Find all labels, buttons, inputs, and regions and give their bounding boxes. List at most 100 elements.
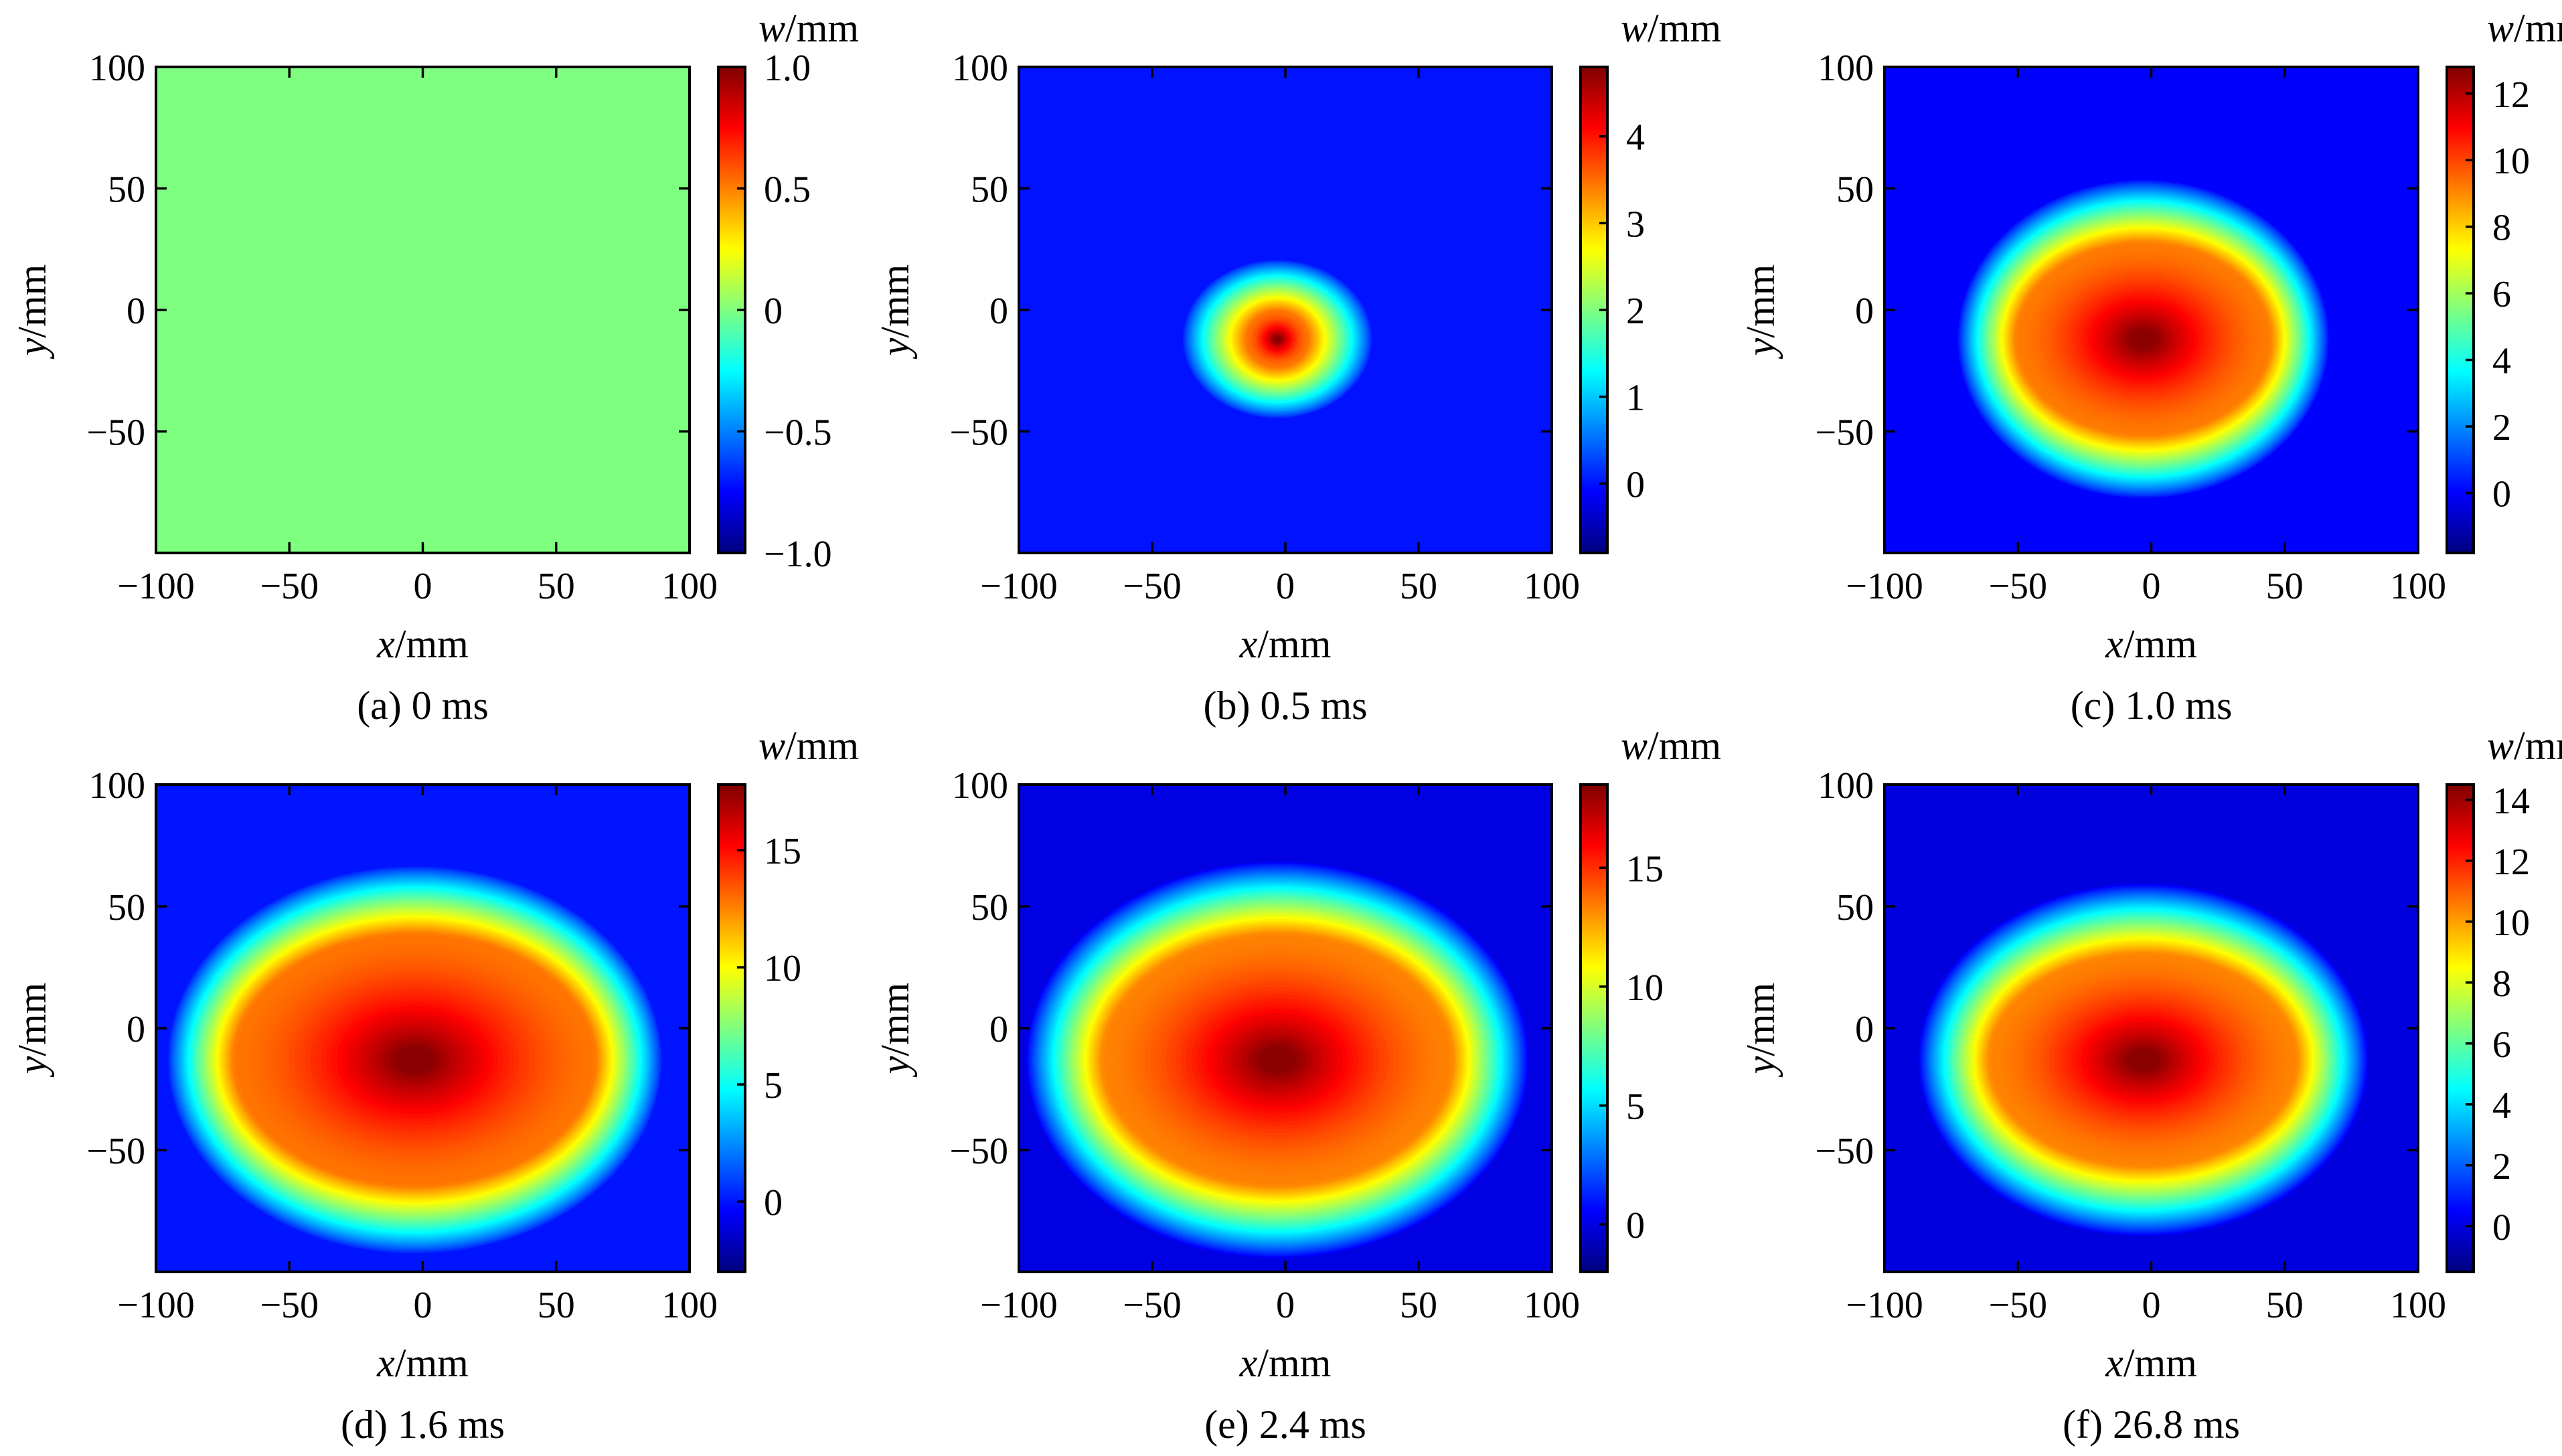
colorbar-frame: [717, 783, 746, 1273]
colorbar-label-var: w: [1621, 6, 1648, 50]
colorbar-tick-label: 4: [2492, 1085, 2511, 1127]
y-axis-label: y/mm: [873, 983, 917, 1078]
colorbar-frame: [2446, 783, 2475, 1273]
y-axis-label-unit: /mm: [873, 983, 917, 1056]
colorbar-label: w/mm: [1621, 6, 1721, 50]
y-tick-label: 0: [1855, 1009, 1874, 1050]
x-tick-label: −100: [980, 566, 1058, 607]
x-tick-label: −50: [260, 1285, 319, 1326]
y-tick-label: 0: [1855, 291, 1874, 332]
y-tick-label: −50: [86, 1131, 145, 1172]
x-tick-label: −100: [117, 566, 195, 607]
colorbar-tick-label: −1.0: [764, 534, 832, 575]
colorbar-label-unit: /mm: [2514, 724, 2562, 768]
colorbar-label-var: w: [758, 724, 785, 768]
x-tick-label: 0: [1276, 1285, 1295, 1326]
x-axis-label-unit: /mm: [395, 622, 469, 666]
x-axis-label-var: x: [1239, 1341, 1258, 1385]
x-tick-label: −100: [980, 1285, 1058, 1326]
x-tick-label: 100: [1524, 1285, 1580, 1326]
colorbar-tick-label: 5: [1626, 1086, 1645, 1127]
x-tick-label: −50: [260, 566, 319, 607]
y-axis-label-unit: /mm: [10, 983, 54, 1056]
y-axis-label: y/mm: [1739, 264, 1783, 360]
y-tick-label: −50: [86, 412, 145, 454]
colorbar-tick-label: 1.0: [764, 48, 811, 89]
y-tick-label: 100: [952, 765, 1008, 807]
colorbar-tick-label: 8: [2492, 963, 2511, 1005]
colorbar: 0 1 2 3 4 w/mm: [1579, 6, 1721, 554]
y-tick-label: 0: [127, 1009, 145, 1050]
colorbar-tick-label: 8: [2492, 208, 2511, 249]
contour-band: [394, 1046, 435, 1074]
y-tick-label: 50: [1836, 887, 1874, 928]
panel-caption: (f) 26.8 ms: [2063, 1402, 2240, 1447]
panel-caption: (b) 0.5 ms: [1204, 683, 1368, 728]
contour-band: [2129, 328, 2158, 350]
y-axis-label-var: y: [10, 337, 54, 359]
x-axis-label: x/mm: [1239, 1341, 1332, 1385]
colorbar-gradient: [1581, 785, 1607, 1272]
x-tick-label: 50: [2266, 566, 2304, 607]
contour-band: [2126, 1048, 2160, 1072]
colorbar-tick-label: 2: [1626, 291, 1645, 332]
colorbar: 0 2 4 6 8 10 12 14 w/mm: [2446, 724, 2562, 1273]
x-tick-label: 0: [414, 566, 432, 607]
colorbar-label-unit: /mm: [785, 6, 859, 50]
contour-band: [1258, 1046, 1297, 1074]
y-tick-label: 100: [1818, 765, 1874, 807]
colorbar: 0 2 4 6 8 10 12 w/mm: [2446, 6, 2562, 554]
colorbar-tick-label: 10: [2492, 141, 2530, 182]
x-tick-label: −50: [1123, 566, 1182, 607]
colorbar-tick-label: 5: [764, 1065, 783, 1107]
y-tick-label: 100: [89, 48, 145, 89]
colorbar-tick-label: 0: [1626, 1205, 1645, 1246]
y-axis-label-unit: /mm: [1739, 983, 1783, 1056]
colorbar-tick-label: 0: [764, 1182, 783, 1224]
x-axis-label: x/mm: [376, 622, 469, 666]
colorbar-tick-label: 4: [1626, 117, 1645, 159]
x-tick-label: 50: [538, 566, 575, 607]
colorbar-tick-label: 14: [2492, 781, 2530, 822]
colorbar-label-unit: /mm: [2514, 6, 2562, 50]
heatmap-field: [156, 67, 690, 553]
x-tick-label: 50: [1400, 566, 1437, 607]
x-tick-label: 50: [2266, 1285, 2304, 1326]
colorbar-tick-label: 10: [2492, 902, 2530, 944]
heatmap-field: [156, 785, 690, 1272]
y-tick-label: 50: [971, 887, 1008, 928]
colorbar-tick-label: 0.5: [764, 169, 811, 211]
y-axis-label-var: y: [873, 337, 917, 359]
y-tick-label: −50: [1815, 1131, 1874, 1172]
colorbar-label: w/mm: [758, 724, 859, 768]
y-axis-label: y/mm: [10, 983, 54, 1078]
x-axis-label-unit: /mm: [1257, 1341, 1331, 1385]
x-tick-label: −100: [1846, 1285, 1923, 1326]
y-tick-label: 50: [108, 169, 145, 211]
colorbar-tick-label: 15: [1626, 848, 1664, 890]
heatmap-background: [156, 67, 690, 553]
colorbar-tick-label: 2: [2492, 1146, 2511, 1188]
colorbar-tick-label: 6: [2492, 274, 2511, 315]
colorbar-tick-label: 0: [764, 291, 783, 332]
colorbar: −1.0 −0.5 0 0.5 1.0w/mm: [717, 6, 859, 575]
heatmap-field: [1019, 785, 1552, 1272]
x-axis-label: x/mm: [376, 1341, 469, 1385]
x-tick-label: 100: [2390, 566, 2446, 607]
colorbar-tick-label: 10: [764, 948, 801, 989]
x-tick-label: −50: [1988, 566, 2047, 607]
colorbar-tick-label: 12: [2492, 841, 2530, 883]
colorbar-tick-label: 15: [764, 831, 801, 872]
colorbar-label-var: w: [2487, 6, 2514, 50]
x-axis-label-var: x: [1239, 622, 1258, 666]
x-axis-label: x/mm: [2105, 622, 2197, 666]
x-tick-label: −50: [1988, 1285, 2047, 1326]
x-axis-label-unit: /mm: [1257, 622, 1331, 666]
